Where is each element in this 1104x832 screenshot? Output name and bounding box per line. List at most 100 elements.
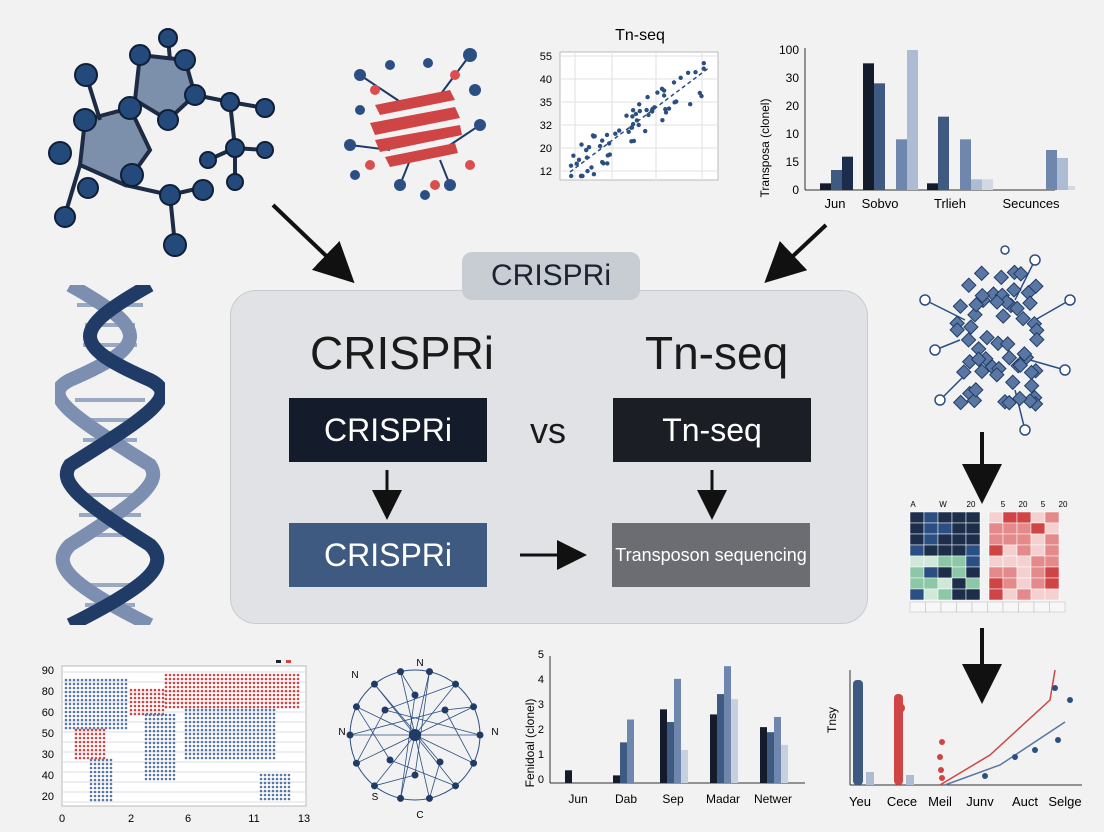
map-dot	[152, 745, 156, 749]
map-dot	[283, 773, 287, 777]
map-dot	[252, 705, 256, 709]
map-dot	[204, 744, 208, 748]
map-dot	[92, 690, 96, 694]
map-dot	[137, 688, 141, 692]
map-dot	[68, 694, 72, 698]
heatmap-cell	[937, 533, 953, 546]
map-dot	[156, 717, 160, 721]
heatmap-cell	[988, 522, 1004, 535]
heatmap-cell	[909, 588, 925, 601]
network-node	[411, 691, 419, 699]
heatmap-cell	[1044, 544, 1060, 557]
map-dot	[280, 697, 284, 701]
map-dot	[200, 732, 204, 736]
map-dot	[80, 706, 84, 710]
map-dot	[96, 698, 100, 702]
map-dot	[90, 748, 94, 752]
map-dot	[236, 732, 240, 736]
panel-tag: CRISPRi	[462, 252, 640, 300]
map-dot	[208, 701, 212, 705]
map-dot	[252, 728, 256, 732]
map-dot	[283, 797, 287, 801]
map-dot	[78, 744, 82, 748]
map-dot	[88, 694, 92, 698]
map-dot	[264, 701, 268, 705]
map-dot	[296, 673, 300, 677]
map-dot	[160, 761, 164, 765]
heatmap-chart: A W 20 5 20 5 20	[909, 500, 1068, 613]
network-node	[370, 782, 378, 790]
map-dot	[89, 794, 93, 798]
map-dot	[164, 765, 168, 769]
map-dot	[244, 728, 248, 732]
map-dot	[116, 682, 120, 686]
map-dot	[84, 694, 88, 698]
map-dot	[228, 712, 232, 716]
map-dot	[208, 740, 212, 744]
map-dot	[108, 678, 112, 682]
map-dot	[263, 777, 267, 781]
map-dot	[296, 697, 300, 701]
map-dot	[244, 701, 248, 705]
map-dot	[252, 708, 256, 712]
heatmap-cell	[1002, 588, 1018, 601]
map-dot	[172, 713, 176, 717]
map-dot	[192, 748, 196, 752]
map-dot	[208, 705, 212, 709]
map-dot	[200, 736, 204, 740]
map-dot	[184, 736, 188, 740]
map-dot	[93, 770, 97, 774]
map-dot	[240, 756, 244, 760]
map-dot	[176, 681, 180, 685]
map-dot	[188, 685, 192, 689]
y-tick-label: 5	[538, 649, 544, 661]
map-dot	[102, 752, 106, 756]
map-dot	[256, 720, 260, 724]
map-dot	[157, 708, 161, 712]
map-dot	[216, 716, 220, 720]
map-dot	[204, 740, 208, 744]
map-dot	[90, 732, 94, 736]
map-dot	[192, 744, 196, 748]
map-dot	[275, 793, 279, 797]
map-dot	[76, 706, 80, 710]
map-dot	[78, 732, 82, 736]
map-dot	[148, 761, 152, 765]
map-dot	[228, 705, 232, 709]
map-dot	[264, 728, 268, 732]
map-dot	[240, 712, 244, 716]
map-dot	[109, 782, 113, 786]
map-dot	[168, 697, 172, 701]
map-dot	[108, 686, 112, 690]
data-point	[617, 128, 622, 133]
heatmap-cell	[1044, 588, 1060, 601]
map-dot	[184, 728, 188, 732]
map-dot	[208, 720, 212, 724]
network-node	[425, 794, 433, 802]
network-node	[381, 706, 389, 714]
map-dot	[279, 781, 283, 785]
x-tick-label: Sep	[662, 792, 684, 806]
network-node	[967, 306, 983, 323]
map-dot	[260, 693, 264, 697]
heatmap-header: 5	[1041, 500, 1046, 509]
map-dot	[148, 721, 152, 725]
map-dot	[144, 725, 148, 729]
map-dot	[120, 678, 124, 682]
map-dot	[236, 720, 240, 724]
map-dot	[101, 770, 105, 774]
map-dot	[208, 689, 212, 693]
map-dot	[93, 766, 97, 770]
map-dot	[168, 705, 172, 709]
map-dot	[100, 714, 104, 718]
map-dot	[260, 677, 264, 681]
map-dot	[101, 762, 105, 766]
map-dot	[96, 714, 100, 718]
map-dot	[112, 686, 116, 690]
map-dot	[264, 689, 268, 693]
data-point	[630, 108, 636, 113]
map-dot	[101, 766, 105, 770]
map-dot	[82, 752, 86, 756]
map-dot	[94, 748, 98, 752]
map-dot	[248, 756, 252, 760]
